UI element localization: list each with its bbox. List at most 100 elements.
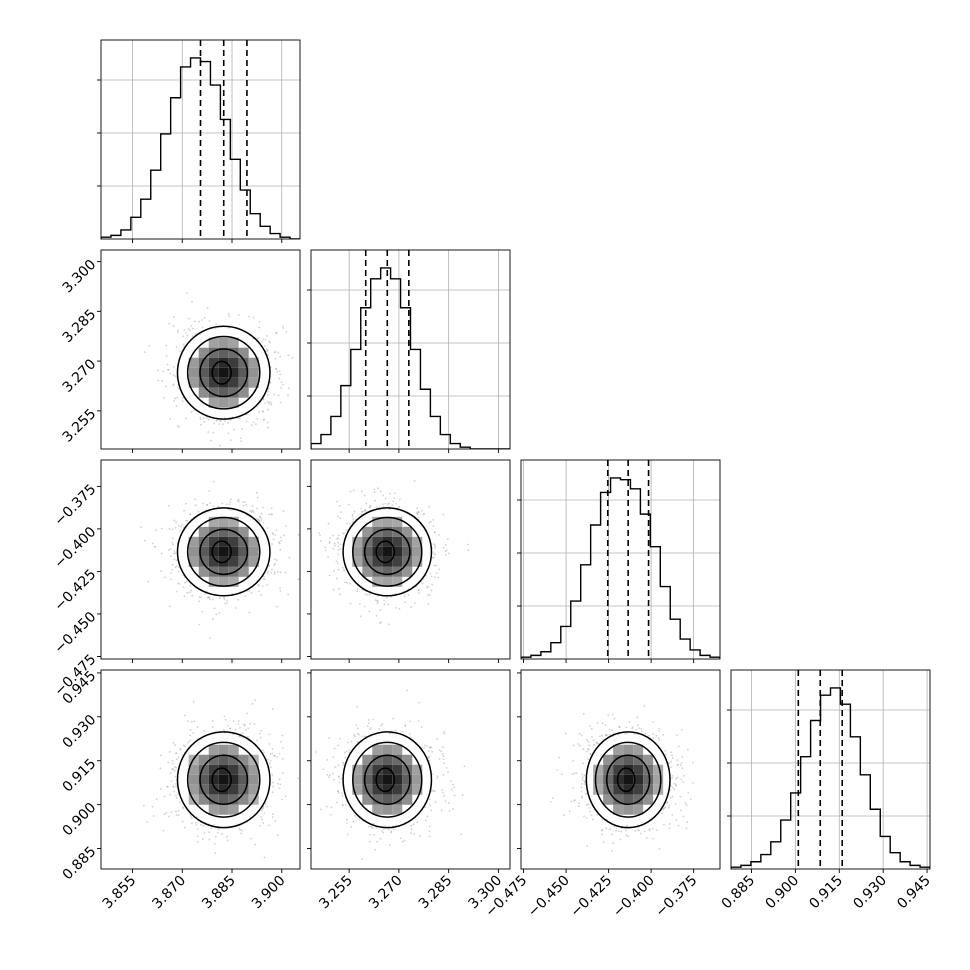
panel-content	[521, 460, 720, 659]
sample-point	[240, 832, 243, 835]
sample-point	[199, 416, 202, 419]
sample-point	[318, 532, 321, 534]
sample-point	[260, 594, 262, 597]
sample-point	[157, 369, 160, 372]
density-cell	[198, 526, 209, 537]
density-cell	[228, 357, 239, 368]
density-cell	[218, 546, 229, 557]
density-cell	[372, 556, 383, 567]
sample-point	[431, 583, 434, 586]
sample-point	[257, 518, 260, 521]
sample-point	[186, 519, 189, 522]
sample-point	[204, 592, 207, 595]
sample-point	[237, 313, 240, 316]
sample-point	[185, 331, 188, 334]
sample-point	[182, 586, 185, 589]
sample-point	[352, 489, 355, 492]
density-cell	[238, 546, 249, 557]
sample-point	[207, 431, 210, 434]
density-cell	[198, 546, 209, 557]
density-cell	[372, 536, 383, 547]
sample-point	[428, 594, 431, 597]
sample-point	[277, 782, 280, 785]
sample-point	[279, 536, 282, 539]
sample-point	[360, 507, 362, 510]
sample-point	[434, 544, 437, 547]
sample-point	[386, 597, 388, 599]
sample-point	[416, 507, 419, 509]
sample-point	[208, 320, 211, 323]
sample-point	[336, 538, 338, 540]
sample-point	[212, 505, 215, 508]
sample-point	[435, 572, 438, 575]
sample-point	[212, 480, 215, 483]
sample-point	[161, 380, 164, 382]
sample-point	[302, 373, 304, 375]
density-cell	[208, 377, 219, 388]
density-cell	[392, 516, 403, 527]
sample-point	[352, 520, 355, 523]
sample-point	[215, 613, 218, 616]
sample-point	[266, 349, 269, 352]
sample-point	[258, 326, 261, 329]
sample-point	[398, 505, 401, 508]
density-cell	[218, 367, 229, 378]
sample-point	[360, 513, 363, 516]
sample-point	[206, 504, 208, 506]
sample-point	[238, 417, 240, 420]
sample-point	[392, 500, 395, 503]
panel-frame	[310, 459, 511, 660]
sample-point	[413, 480, 416, 482]
sample-point	[268, 743, 271, 745]
sample-point	[328, 542, 331, 544]
sample-point	[388, 508, 391, 511]
sample-point	[327, 555, 330, 558]
sample-point	[262, 749, 264, 752]
sample-point	[360, 490, 363, 493]
sample-point	[169, 793, 172, 796]
sample-point	[297, 578, 300, 581]
density-cell	[208, 546, 219, 557]
density-cell	[228, 546, 239, 557]
contour-level-2	[199, 348, 249, 398]
sample-point	[363, 509, 366, 512]
sample-point	[176, 425, 179, 427]
sample-point	[328, 540, 331, 543]
sample-point	[364, 508, 366, 511]
sample-point	[261, 341, 264, 343]
sample-point	[274, 350, 277, 353]
density-cell	[372, 576, 383, 587]
sample-point	[263, 345, 266, 348]
sample-point	[175, 559, 178, 561]
sample-point	[346, 522, 348, 525]
sample-point	[252, 316, 255, 319]
sample-point	[288, 556, 291, 559]
density-cell	[238, 566, 249, 577]
sample-point	[186, 334, 189, 337]
sample-point	[190, 817, 193, 820]
sample-point	[359, 603, 361, 605]
sample-point	[282, 510, 285, 512]
sample-point	[254, 843, 257, 846]
sample-point	[339, 548, 342, 551]
sample-point	[336, 500, 338, 503]
sample-point	[337, 553, 340, 556]
sample-point	[266, 572, 269, 575]
sample-point	[226, 602, 229, 604]
sample-point	[240, 437, 242, 440]
sample-point	[336, 562, 339, 565]
sample-point	[254, 423, 257, 426]
sample-point	[256, 417, 259, 420]
sample-point	[270, 402, 273, 404]
density-cell	[238, 347, 249, 358]
sample-point	[211, 725, 214, 728]
sample-point	[303, 359, 305, 361]
density-cell	[208, 387, 219, 398]
sample-point	[263, 812, 266, 815]
sample-point	[467, 549, 470, 551]
sample-point	[333, 570, 335, 573]
sample-point	[343, 569, 346, 571]
sample-point	[241, 428, 243, 430]
sample-point	[337, 537, 339, 540]
sample-point	[356, 590, 359, 593]
